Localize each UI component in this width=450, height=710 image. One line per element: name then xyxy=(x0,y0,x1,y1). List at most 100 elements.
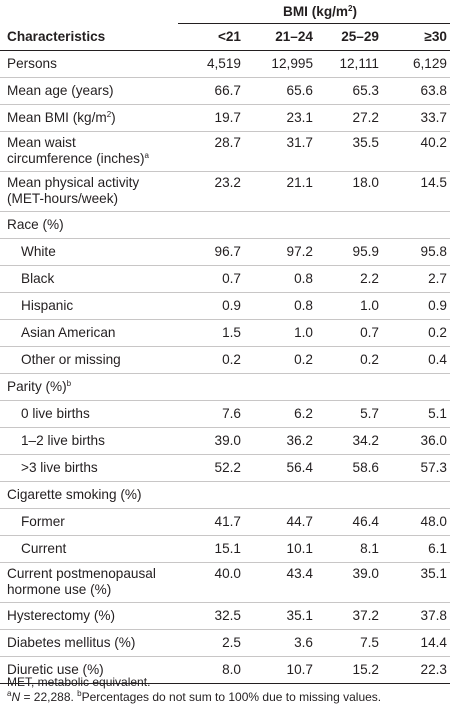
table-cell: 39.0 xyxy=(352,566,379,581)
table-cell: 37.8 xyxy=(420,608,447,623)
row-label: Diabetes mellitus (%) xyxy=(7,635,136,650)
section-label: Cigarette smoking (%) xyxy=(7,487,142,502)
table-cell: 96.7 xyxy=(214,244,241,259)
table-cell: 46.4 xyxy=(352,514,379,529)
table-cell: 56.4 xyxy=(286,460,313,475)
table-cell: 28.7 xyxy=(214,135,241,150)
table-cell: 21.1 xyxy=(286,175,313,190)
table-cell: 63.8 xyxy=(420,83,447,98)
table-cell: 44.7 xyxy=(286,514,313,529)
table-cell: 65.3 xyxy=(352,83,379,98)
table-cell: 12,111 xyxy=(339,56,379,71)
table-row: Mean waist circumference (inches)a 28.7 3… xyxy=(0,131,450,172)
table-row: Diuretic use (%) 8.0 10.7 15.2 22.3 xyxy=(0,656,450,684)
table-cell: 32.5 xyxy=(214,608,241,623)
table-row-section: Parity (%)b xyxy=(0,373,450,401)
column-header: ≥30 xyxy=(424,29,447,44)
table-cell: 15.2 xyxy=(352,662,379,677)
column-header: 25–29 xyxy=(341,29,379,44)
row-label: Mean physical activity (MET-hours/week) xyxy=(7,175,140,206)
table-cell: 0.9 xyxy=(222,298,241,313)
table-cell: 48.0 xyxy=(420,514,447,529)
row-label: Diuretic use (%) xyxy=(7,662,104,677)
row-label: Current postmenopausal hormone use (%) xyxy=(7,566,156,597)
table-cell: 27.2 xyxy=(352,110,379,125)
table-cell: 10.1 xyxy=(286,541,313,556)
table-cell: 1.0 xyxy=(294,325,313,340)
table-cell: 36.2 xyxy=(286,433,313,448)
footnote-abbreviation: MET, metabolic equivalent. xyxy=(7,675,151,689)
table-cell: 66.7 xyxy=(214,83,241,98)
table-cell: 0.8 xyxy=(294,271,313,286)
row-label: White xyxy=(21,244,56,259)
row-label: Current xyxy=(21,541,67,556)
table-cell: 37.2 xyxy=(352,608,379,623)
table-cell: 14.5 xyxy=(420,175,447,190)
table-cell: 3.6 xyxy=(294,635,313,650)
table-row-section: Cigarette smoking (%) xyxy=(0,481,450,509)
table-cell: 34.2 xyxy=(352,433,379,448)
table-cell: 1.5 xyxy=(222,325,241,340)
table-cell: 65.6 xyxy=(286,83,313,98)
row-label: Hysterectomy (%) xyxy=(7,608,116,623)
table-row: Persons 4,519 12,995 12,111 6,129 xyxy=(0,51,450,78)
row-label: Asian American xyxy=(21,325,116,340)
table-row-section: Race (%) xyxy=(0,211,450,239)
table-cell: 58.6 xyxy=(352,460,379,475)
table-cell: 15.1 xyxy=(214,541,241,556)
table-cell: 0.7 xyxy=(360,325,379,340)
table-cell: 39.0 xyxy=(214,433,241,448)
table-row: Mean physical activity (MET-hours/week) 2… xyxy=(0,171,450,212)
table-cell: 23.2 xyxy=(214,175,241,190)
table-cell: 2.7 xyxy=(428,271,447,286)
header-row-group: BMI (kg/m2) xyxy=(0,0,450,24)
table-row: Black 0.7 0.8 2.2 2.7 xyxy=(0,265,450,293)
row-label: Persons xyxy=(7,56,57,71)
row-label: >3 live births xyxy=(21,460,98,475)
table-cell: 41.7 xyxy=(214,514,241,529)
table-cell: 0.2 xyxy=(360,352,379,367)
row-label: 1–2 live births xyxy=(21,433,105,448)
table-cell: 8.0 xyxy=(222,662,241,677)
table-cell: 0.8 xyxy=(294,298,313,313)
footnote-a-b: aN = 22,288. bPercentages do not sum to … xyxy=(7,689,382,705)
table-row: Other or missing 0.2 0.2 0.2 0.4 xyxy=(0,346,450,374)
table-cell: 7.6 xyxy=(222,406,241,421)
table-row: Mean age (years) 66.7 65.6 65.3 63.8 xyxy=(0,77,450,105)
table-footnotes: MET, metabolic equivalent. aN = 22,288. … xyxy=(7,675,381,705)
column-header: 21–24 xyxy=(275,29,313,44)
table-row: Hispanic 0.9 0.8 1.0 0.9 xyxy=(0,292,450,320)
row-label: 0 live births xyxy=(21,406,90,421)
table-cell: 7.5 xyxy=(360,635,379,650)
table-cell: 31.7 xyxy=(286,135,313,150)
table-cell: 33.7 xyxy=(420,110,447,125)
row-label: Former xyxy=(21,514,65,529)
table-cell: 0.2 xyxy=(428,325,447,340)
row-label: Mean waist circumference (inches)a xyxy=(7,135,149,166)
table-cell: 35.5 xyxy=(352,135,379,150)
table-cell: 4,519 xyxy=(206,56,241,71)
table-cell: 57.3 xyxy=(420,460,447,475)
table-row: Asian American 1.5 1.0 0.7 0.2 xyxy=(0,319,450,347)
table-row: 0 live births 7.6 6.2 5.7 5.1 xyxy=(0,400,450,428)
table-cell: 40.0 xyxy=(214,566,241,581)
table-row: Current 15.1 10.1 8.1 6.1 xyxy=(0,535,450,563)
table-cell: 5.1 xyxy=(428,406,447,421)
table-cell: 8.1 xyxy=(360,541,379,556)
table-cell: 23.1 xyxy=(286,110,313,125)
table-row: Diabetes mellitus (%) 2.5 3.6 7.5 14.4 xyxy=(0,629,450,657)
table-cell: 36.0 xyxy=(420,433,447,448)
table-cell: 2.2 xyxy=(360,271,379,286)
table-cell: 0.2 xyxy=(222,352,241,367)
table-cell: 18.0 xyxy=(352,175,379,190)
table-cell: 6,129 xyxy=(412,56,447,71)
table-cell: 6.1 xyxy=(428,541,447,556)
table-cell: 97.2 xyxy=(286,244,313,259)
row-label: Mean age (years) xyxy=(7,83,114,98)
row-label: Other or missing xyxy=(21,352,121,367)
table-row: Mean BMI (kg/m2) 19.7 23.1 27.2 33.7 xyxy=(0,104,450,132)
table-cell: 52.2 xyxy=(214,460,241,475)
table-cell: 40.2 xyxy=(420,135,447,150)
table-cell: 0.7 xyxy=(222,271,241,286)
